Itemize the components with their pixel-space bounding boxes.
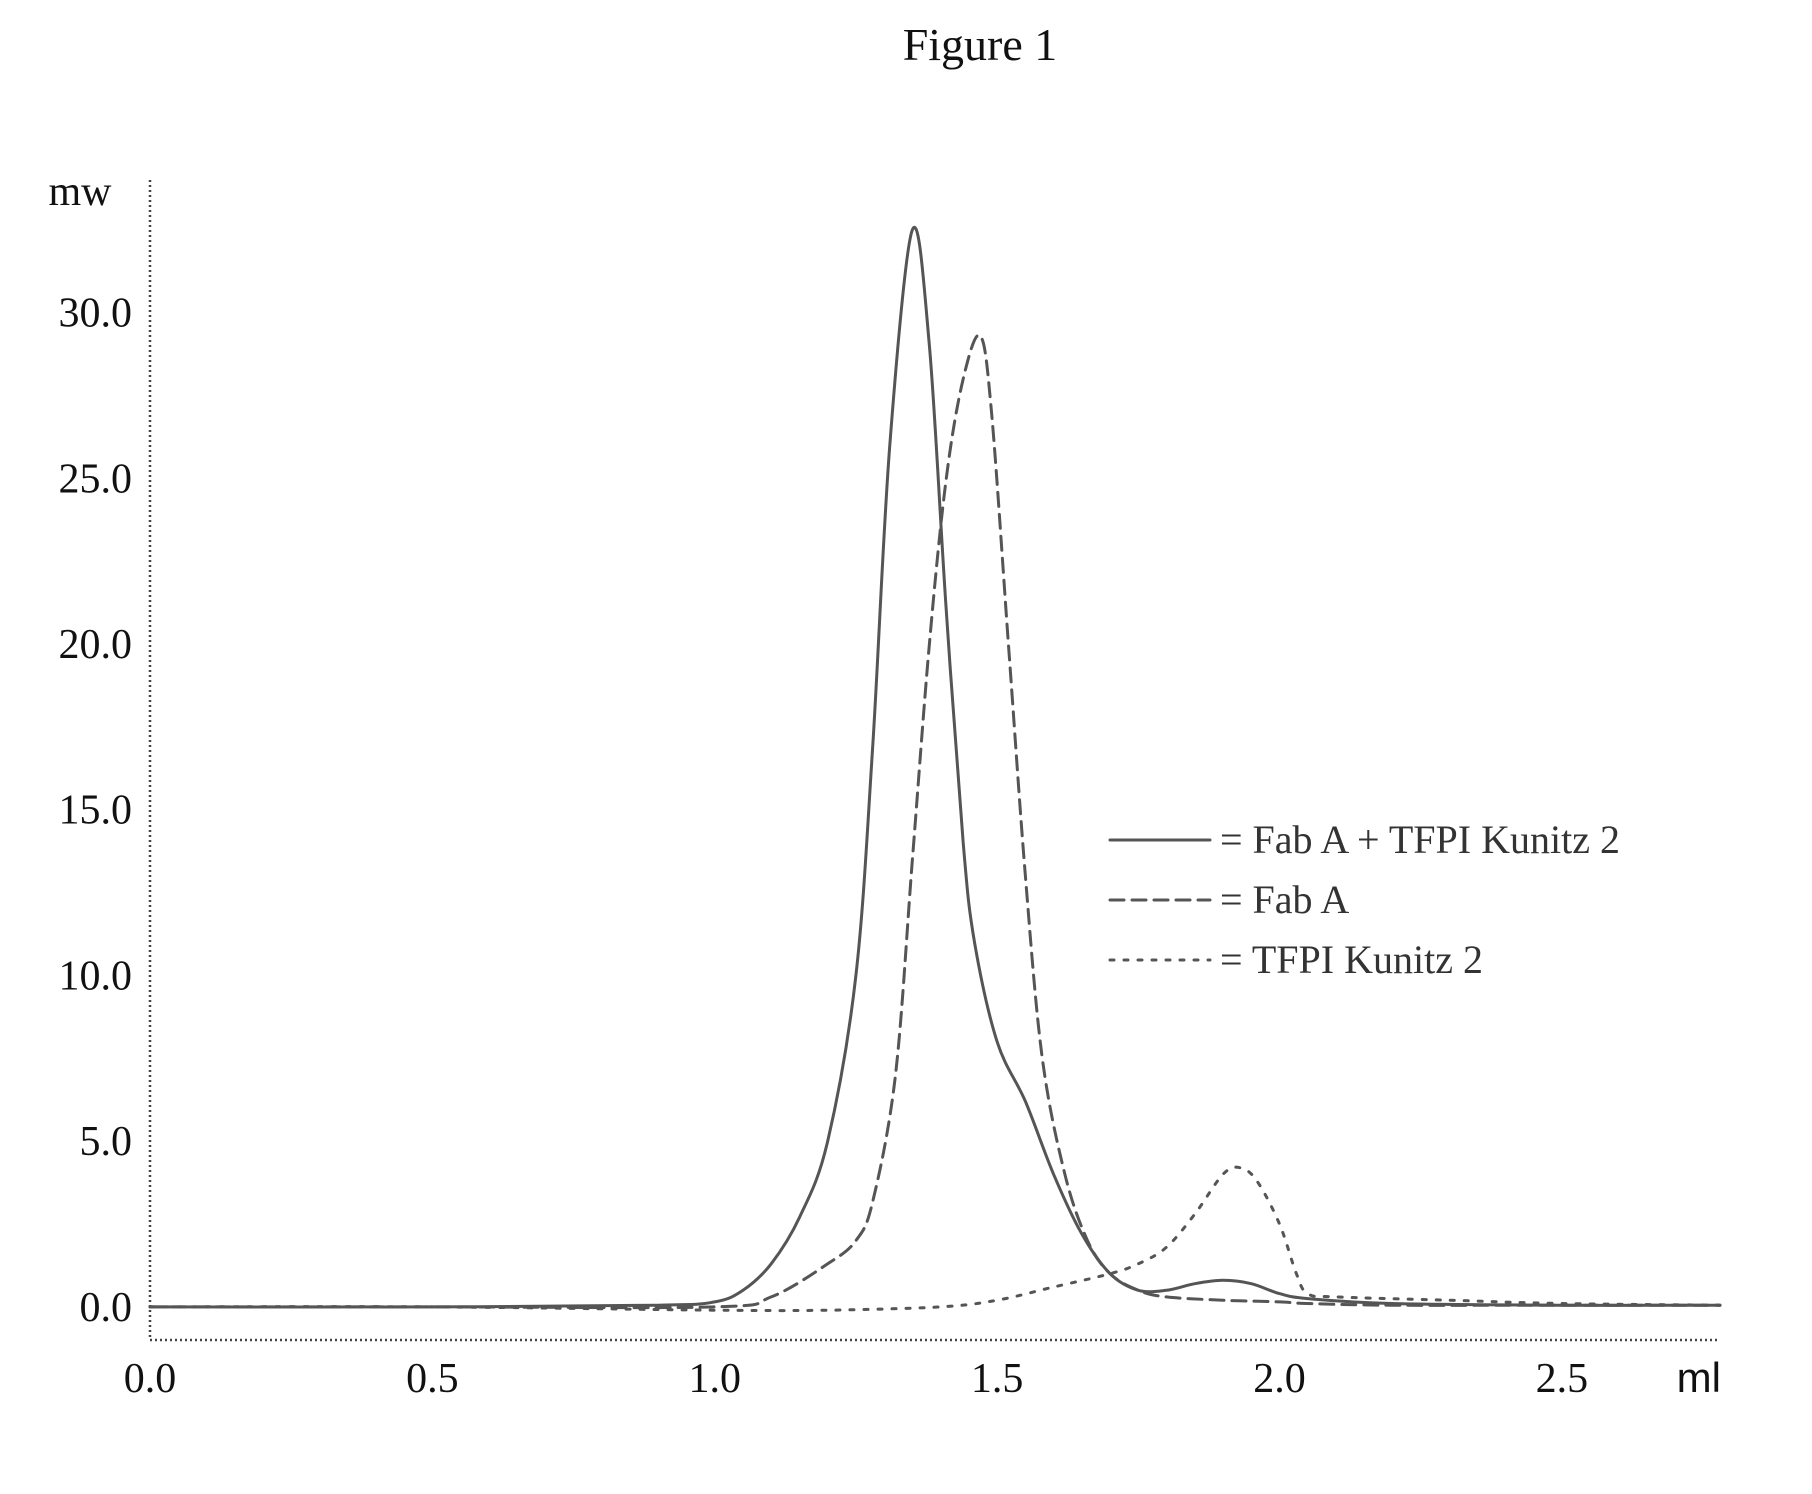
series-layer	[150, 227, 1720, 1310]
y-tick-label: 20.0	[59, 622, 133, 668]
y-axis-unit: mw	[49, 169, 113, 215]
x-tick-label: 2.5	[1536, 1356, 1589, 1402]
y-tick-label: 30.0	[59, 291, 133, 337]
y-tick-label: 5.0	[80, 1119, 133, 1165]
x-tick-label: 1.5	[971, 1356, 1024, 1402]
series-line-1	[150, 227, 1720, 1307]
legend-label-1: = Fab A + TFPI Kunitz 2	[1220, 817, 1620, 862]
x-tick-label: 0.5	[406, 1356, 459, 1402]
y-tick-label: 10.0	[59, 953, 133, 999]
legend-label-2: = Fab A	[1220, 877, 1349, 922]
y-tick-label: 0.0	[80, 1285, 133, 1331]
x-axis-unit: ml	[1677, 1354, 1721, 1401]
axes: 0.0 5.0 10.0 15.0 20.0 25.0 30.0 0.0 0.5 1.0 1.5 2.…	[49, 169, 1722, 1402]
x-tick-label: 2.0	[1253, 1356, 1306, 1402]
y-tick-label: 25.0	[59, 456, 133, 502]
series-line-3	[150, 1167, 1720, 1310]
x-tick-label: 0.0	[124, 1356, 177, 1402]
y-tick-label: 15.0	[59, 788, 133, 834]
x-tick-label: 1.0	[688, 1356, 741, 1402]
legend: = Fab A + TFPI Kunitz 2 = Fab A = TFPI Kun…	[1110, 817, 1620, 982]
legend-label-3: = TFPI Kunitz 2	[1220, 937, 1483, 982]
